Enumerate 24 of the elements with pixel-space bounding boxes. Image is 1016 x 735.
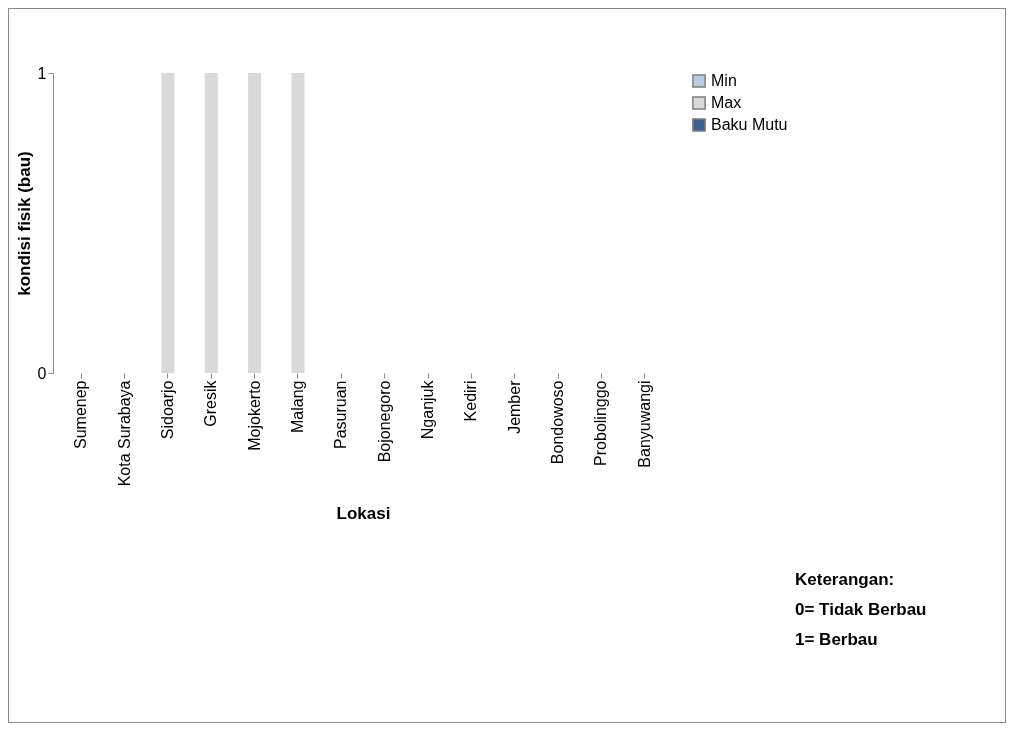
x-tick-label: Bojonegoro <box>375 380 393 463</box>
x-tick-label: Sidoarjo <box>158 380 176 440</box>
x-tick-label: Probolinggo <box>592 380 610 466</box>
x-tick-label: Jember <box>505 379 523 434</box>
text: 0= Tidak Berbau <box>795 599 927 621</box>
y-axis-title: kondisi fisik (bau) <box>14 151 34 296</box>
x-tick-label: Pasuruan <box>332 380 350 449</box>
x-tick-label: Kota Surabaya <box>115 380 133 487</box>
x-axis-title: Lokasi <box>336 504 391 524</box>
legend-label: Baku Mutu <box>711 116 788 133</box>
y-tick-label: 0 <box>37 364 47 382</box>
y-tick-label: 1 <box>37 64 47 82</box>
x-tick-label: Sumenep <box>72 380 90 449</box>
text: 1= Berbau <box>795 629 879 651</box>
x-tick-label: Gresik <box>202 379 220 427</box>
x-tick-label: Kediri <box>462 380 480 422</box>
legend-label: Max <box>711 94 742 111</box>
x-tick-label: Mojokerto <box>245 380 263 451</box>
x-tick-label: Banyuwangi <box>635 380 653 468</box>
text: Keterangan: <box>795 569 896 591</box>
legend-label: Min <box>711 72 737 89</box>
x-tick-label: Nganjuk <box>419 379 437 440</box>
x-tick-label: Bondowoso <box>549 380 567 465</box>
x-tick-label: Malang <box>288 380 306 433</box>
